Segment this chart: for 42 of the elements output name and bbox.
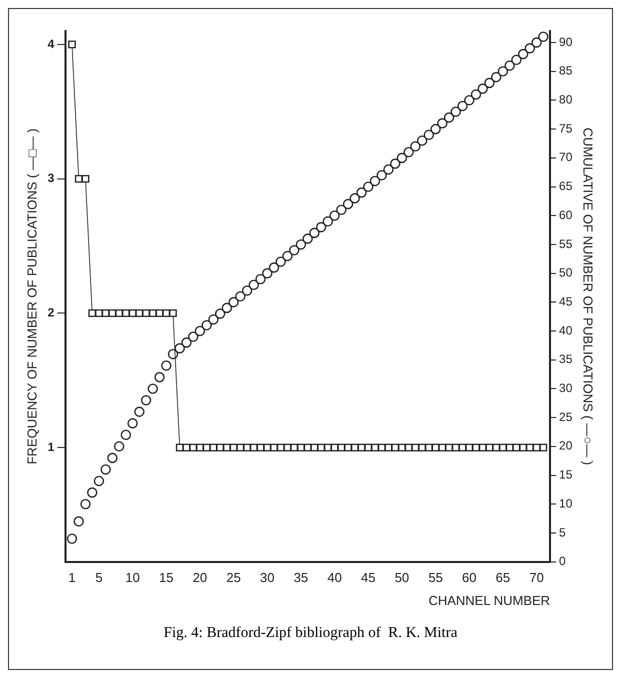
x-tick-label: 5 [95, 570, 103, 586]
x-tick-label: 60 [462, 570, 476, 586]
y2-tick-label: 25 [559, 410, 573, 424]
x-tick-label: 15 [159, 570, 174, 586]
y2-tick-label: 30 [559, 381, 573, 396]
y2-axis-title: CUMULATIVE OF NUMBER OF PUBLICATIONS ( —○— ) [580, 128, 596, 466]
y2-tick-label: 65 [559, 179, 573, 194]
x-tick-label: 10 [125, 570, 140, 586]
y2-tick-label: 45 [559, 294, 573, 308]
y2-tick-label: 35 [559, 352, 573, 366]
x-tick-label: 25 [226, 570, 241, 586]
x-tick-label: 65 [496, 570, 510, 586]
x-axis-title: CHANNEL NUMBER [428, 592, 550, 608]
x-tick-label: 40 [327, 570, 342, 586]
y2-tick-label: 85 [559, 64, 573, 78]
y2-tick-label: 40 [559, 323, 573, 338]
x-tick-label: 50 [394, 570, 410, 586]
x-tick-label: 35 [294, 570, 308, 586]
y-tick-label: 1 [48, 440, 55, 454]
y-axis-title: FREQUENCY OF NUMBER OF PUBLICATIONS ( —□— ) [24, 128, 40, 464]
y2-tick-label: 55 [559, 236, 573, 251]
y2-tick-label: 5 [559, 525, 566, 540]
y2-tick-label: 70 [559, 150, 573, 164]
x-tick-label: 70 [529, 570, 544, 586]
y2-tick-label: 10 [559, 496, 573, 510]
x-tick-label: 55 [428, 570, 443, 586]
y2-tick-label: 20 [559, 438, 573, 453]
y-tick-label: 4 [48, 36, 55, 51]
y2-tick-label: 75 [559, 121, 573, 136]
x-tick-label: 30 [260, 570, 274, 586]
x-tick-label: 1 [68, 570, 76, 586]
caption: Fig. 4: Bradford-Zipf bibliograph of R. K. Mitra [162, 625, 458, 642]
y-tick-label: 3 [48, 171, 55, 186]
y2-tick-label: 60 [559, 208, 573, 222]
y2-tick-label: 90 [559, 34, 573, 49]
y2-tick-label: 50 [559, 266, 573, 280]
y2-tick-label: 80 [559, 92, 573, 107]
x-tick-label: 20 [192, 570, 208, 586]
y2-tick-label: 0 [559, 554, 566, 568]
y2-tick-label: 15 [559, 468, 573, 482]
y-tick-label: 2 [48, 306, 55, 320]
x-tick-label: 45 [361, 570, 376, 586]
